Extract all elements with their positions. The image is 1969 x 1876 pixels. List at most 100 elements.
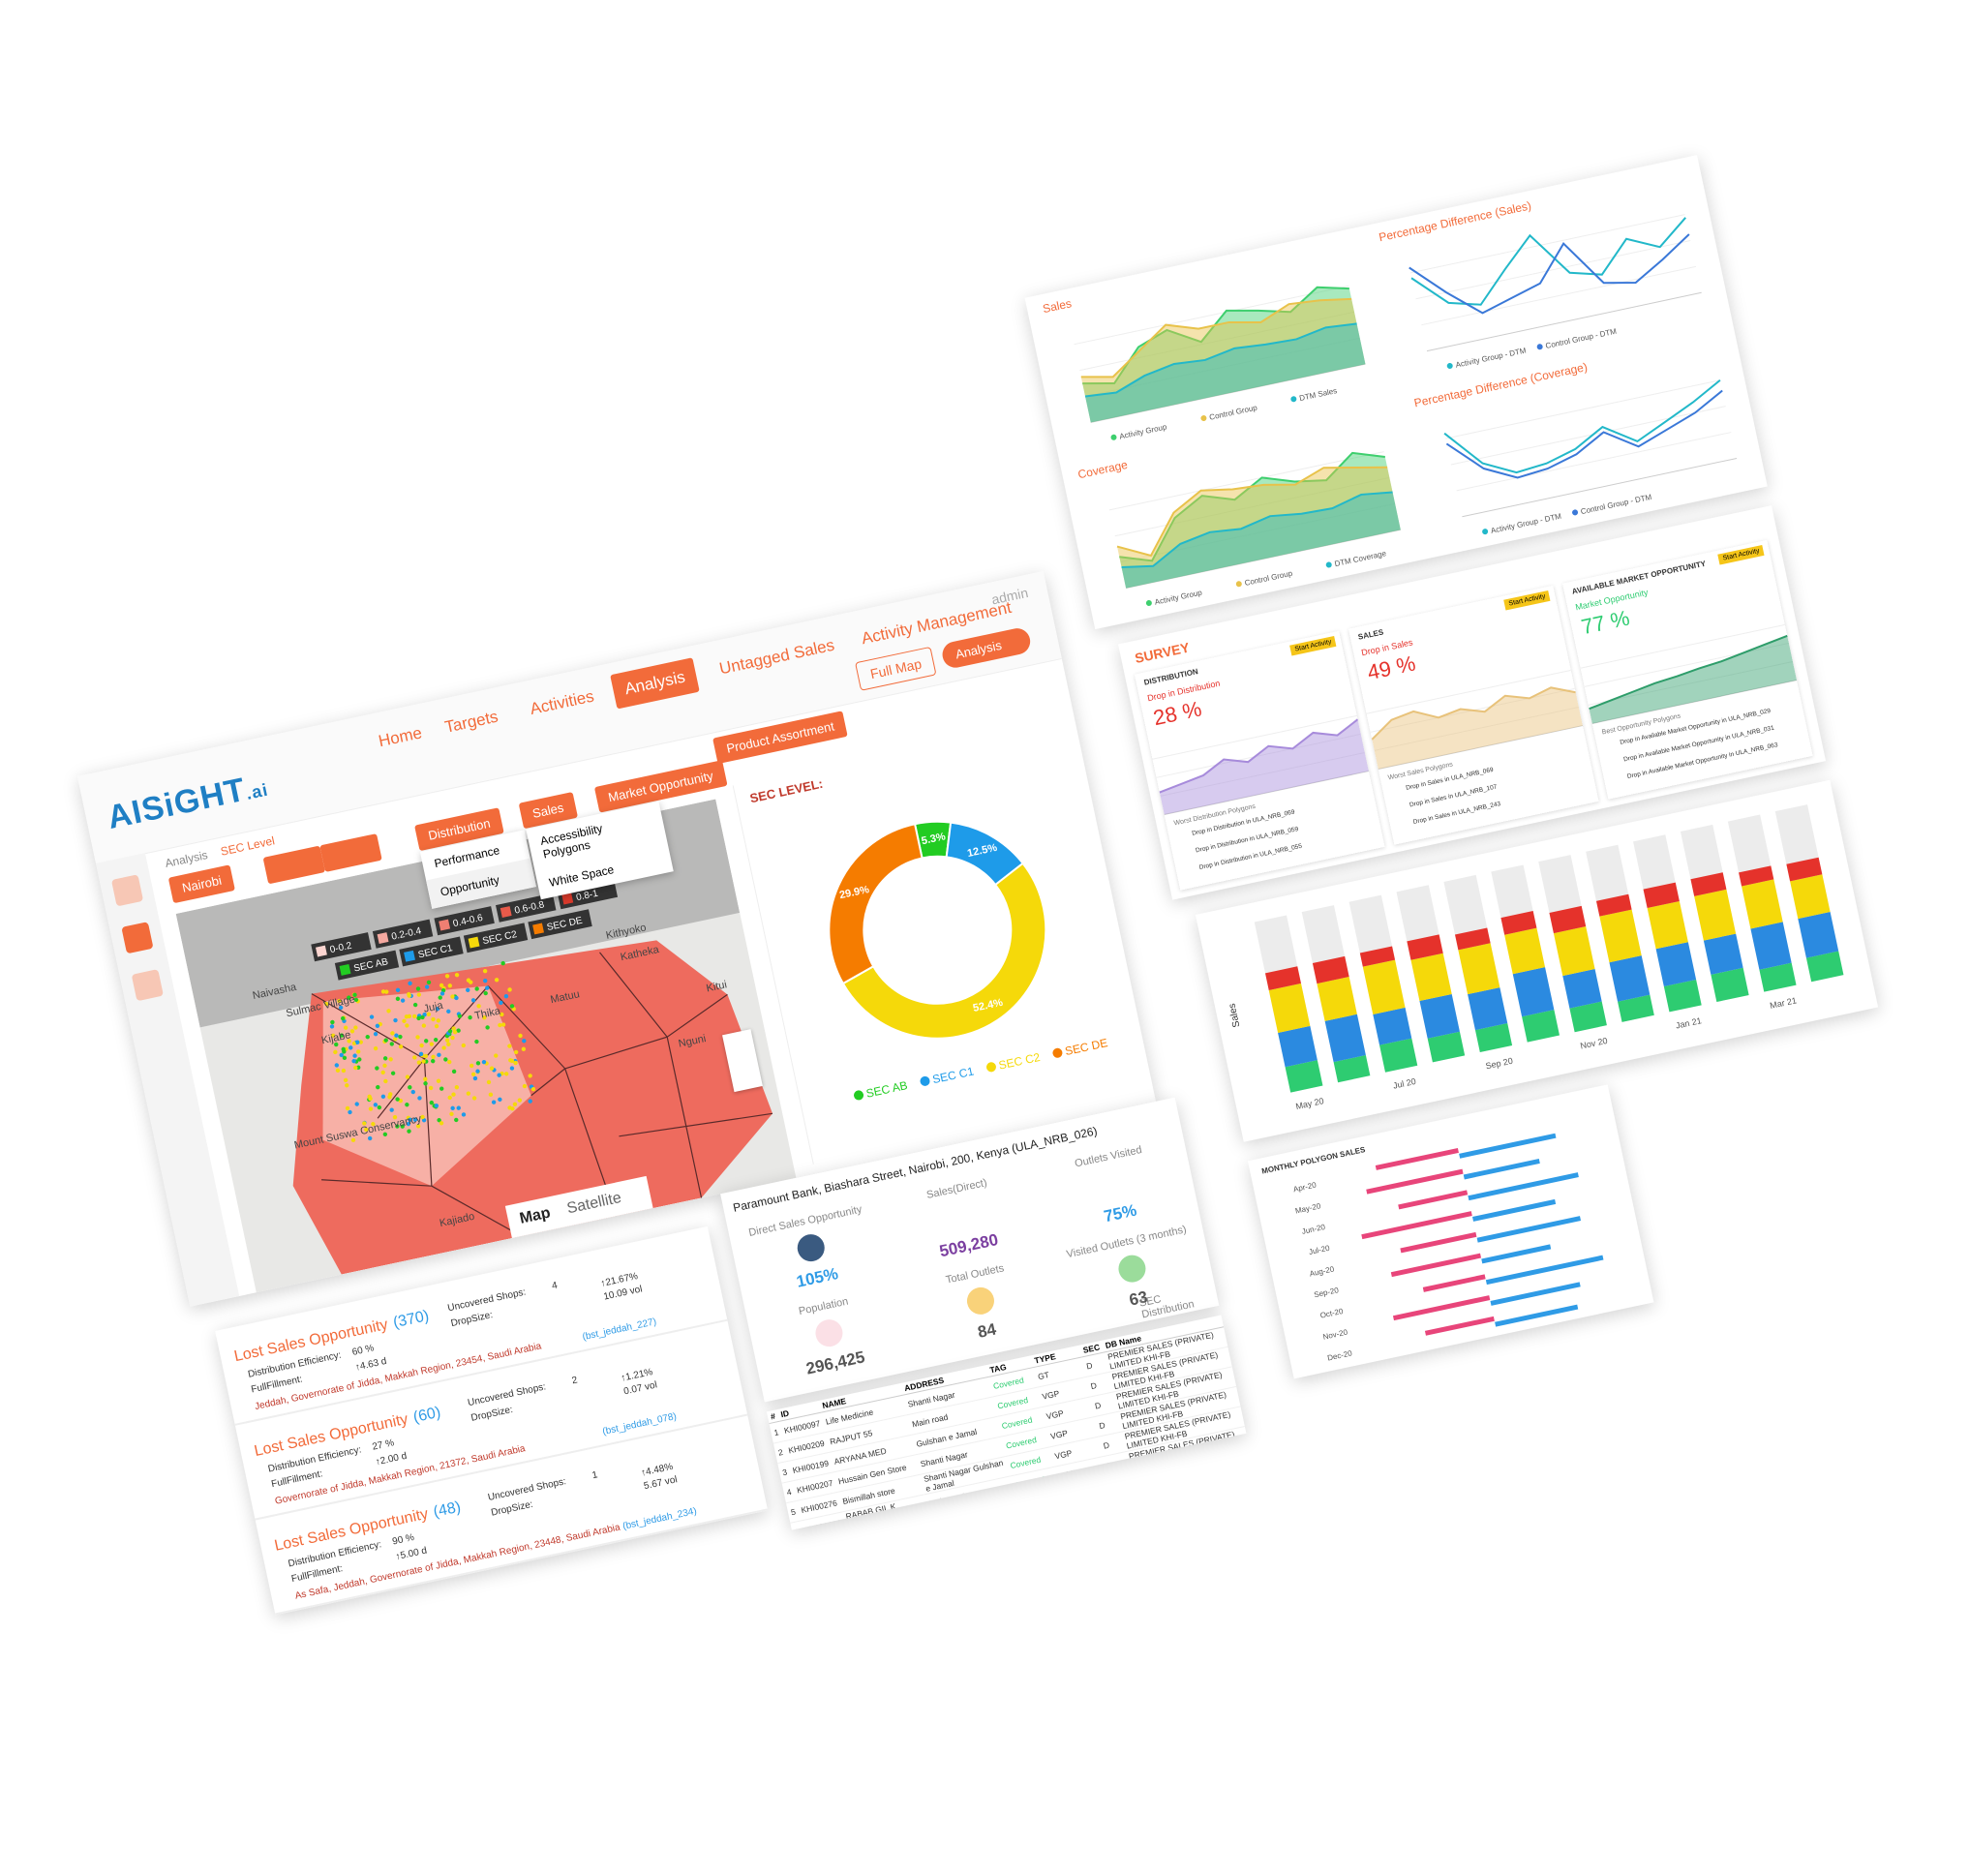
map-outlet-point xyxy=(329,1024,335,1029)
legend-dot xyxy=(854,1090,864,1101)
map-outlet-point xyxy=(452,1029,458,1035)
map-outlet-point xyxy=(383,1038,388,1043)
map-outlet-point xyxy=(337,998,342,1004)
map-outlet-point xyxy=(446,1009,451,1014)
bar-segment xyxy=(1362,959,1406,1014)
nav-tab[interactable]: Analysis xyxy=(610,657,701,710)
metric: Outlets Visited 75% xyxy=(1041,1137,1189,1237)
field-value: 4 xyxy=(551,1280,559,1292)
chart-canvas: MONTHLY POLYGON SALES Apr-20 May-20 Jun-20 J… xyxy=(1261,1133,1604,1363)
grid-line xyxy=(1584,642,1790,687)
map-outlet-point xyxy=(368,1106,374,1111)
grid-line xyxy=(1450,406,1726,466)
filter-dropdown[interactable] xyxy=(262,845,326,885)
grid-line xyxy=(1074,285,1349,346)
map-outlet-point xyxy=(429,1042,435,1046)
nav-tab[interactable]: Untagged Sales xyxy=(717,635,836,679)
map-outlet-point xyxy=(367,1094,372,1100)
bar-segment xyxy=(1522,1010,1560,1043)
map-outlet-point xyxy=(431,1016,436,1022)
field-value: ↑2.00 d xyxy=(374,1450,409,1468)
legend-label: Activity Group - DTM xyxy=(1455,346,1528,369)
count: (60) xyxy=(411,1404,442,1427)
bar-segment xyxy=(1647,900,1688,950)
nav-tab[interactable]: Targets xyxy=(442,707,500,737)
metric-icon xyxy=(1115,1253,1149,1286)
map-outlet-point xyxy=(338,1005,344,1011)
legend-box xyxy=(463,923,529,953)
map-outlet-point xyxy=(373,1031,379,1037)
map-outlet-point xyxy=(334,1042,339,1047)
bar xyxy=(1468,1172,1579,1201)
map-outlet-point xyxy=(420,1014,425,1020)
map-outlet-point xyxy=(423,1081,428,1086)
grid-line xyxy=(1415,240,1691,300)
start-button[interactable]: Start Activity xyxy=(1717,544,1765,565)
sidebar-icon[interactable] xyxy=(131,969,164,1002)
legend-swatch xyxy=(316,945,327,957)
table-cell: Bilal Distributors xyxy=(1141,1503,1202,1526)
map-outlet-point xyxy=(416,1060,422,1065)
map-outlet-point xyxy=(528,1074,532,1078)
legend-label: Activity Group xyxy=(1154,588,1203,606)
map-outlet-point xyxy=(500,1012,504,1017)
nav-tab[interactable]: Activities xyxy=(528,686,596,719)
map-outlet-point xyxy=(388,1057,393,1062)
chart-title: MONTHLY POLYGON SALES xyxy=(1261,1145,1367,1176)
bar-segment xyxy=(1562,969,1602,1009)
map-outlet-point xyxy=(369,1014,375,1019)
sidebar-icon[interactable] xyxy=(110,874,144,907)
start-button[interactable]: Start Activity xyxy=(1503,590,1551,611)
field-label: DropSize: xyxy=(470,1404,514,1424)
map-outlet-point xyxy=(365,1034,370,1040)
chart-title: Percentage Difference (Sales) xyxy=(1378,198,1532,244)
bar-segment xyxy=(1359,946,1396,967)
nav-tab[interactable]: Home xyxy=(377,723,424,751)
survey-panel: SURVEY DISTRIBUTION Start Activity Drop in … xyxy=(1118,505,1827,900)
grid-line xyxy=(1374,707,1580,751)
map-outlet-point xyxy=(439,1121,444,1126)
logo-suffix: .ai xyxy=(244,779,270,803)
table-cell: Uncovered xyxy=(1022,1527,1071,1530)
filter-dropdown[interactable] xyxy=(319,833,382,872)
map-outlet-point xyxy=(347,995,351,1000)
filter-dropdown[interactable]: Nairobi xyxy=(167,864,236,904)
value-label: 5.3% xyxy=(921,831,947,847)
map-outlet-point xyxy=(429,1100,434,1105)
map-outlet-point xyxy=(424,1039,429,1044)
x-tick-label: Sep 20 xyxy=(1485,1056,1514,1072)
line xyxy=(1116,466,1388,558)
map-place-label: Kitui xyxy=(706,979,728,994)
map-outlet-point xyxy=(382,1132,388,1137)
bar xyxy=(1400,1231,1477,1254)
map-outlet-point xyxy=(355,1040,360,1044)
grid-line xyxy=(1580,623,1785,669)
stacked-panel: Sales May 20 Jul 20 Sep 20 Nov 20 Jan 21 Mar 2… xyxy=(1195,779,1879,1142)
grid-line xyxy=(1366,669,1571,714)
grid-line xyxy=(1160,751,1365,797)
chart-canvas xyxy=(1152,714,1370,815)
field-value: 90 % xyxy=(391,1532,415,1548)
map-tab[interactable]: Map xyxy=(518,1204,553,1227)
map-outlet-point xyxy=(497,1073,501,1077)
bar-segment xyxy=(1317,977,1357,1021)
legend-box xyxy=(334,950,400,981)
map-outlet-point xyxy=(395,996,401,1002)
map-outlet-point xyxy=(339,1052,344,1058)
line xyxy=(1121,491,1393,569)
start-button[interactable]: Start Activity xyxy=(1289,635,1337,656)
bar xyxy=(1361,1211,1472,1240)
sidebar-icon[interactable] xyxy=(121,922,154,954)
count: (370) xyxy=(391,1307,431,1332)
map-tab[interactable]: Satellite xyxy=(565,1189,623,1218)
area xyxy=(1117,467,1401,589)
trend-panel: Sales Activity Group Control Group DTM Sale… xyxy=(1024,155,1768,630)
map-outlet-point xyxy=(412,1002,418,1008)
legend-dot xyxy=(1235,581,1242,588)
map-outlet-point xyxy=(494,978,500,983)
chart-title: Percentage Difference (Coverage) xyxy=(1413,360,1589,410)
donut-slice xyxy=(828,823,924,985)
metric: Direct Sales Opportunity 105% xyxy=(738,1201,886,1301)
bar-segment xyxy=(1333,1055,1371,1083)
map-outlet-point xyxy=(405,1023,409,1028)
